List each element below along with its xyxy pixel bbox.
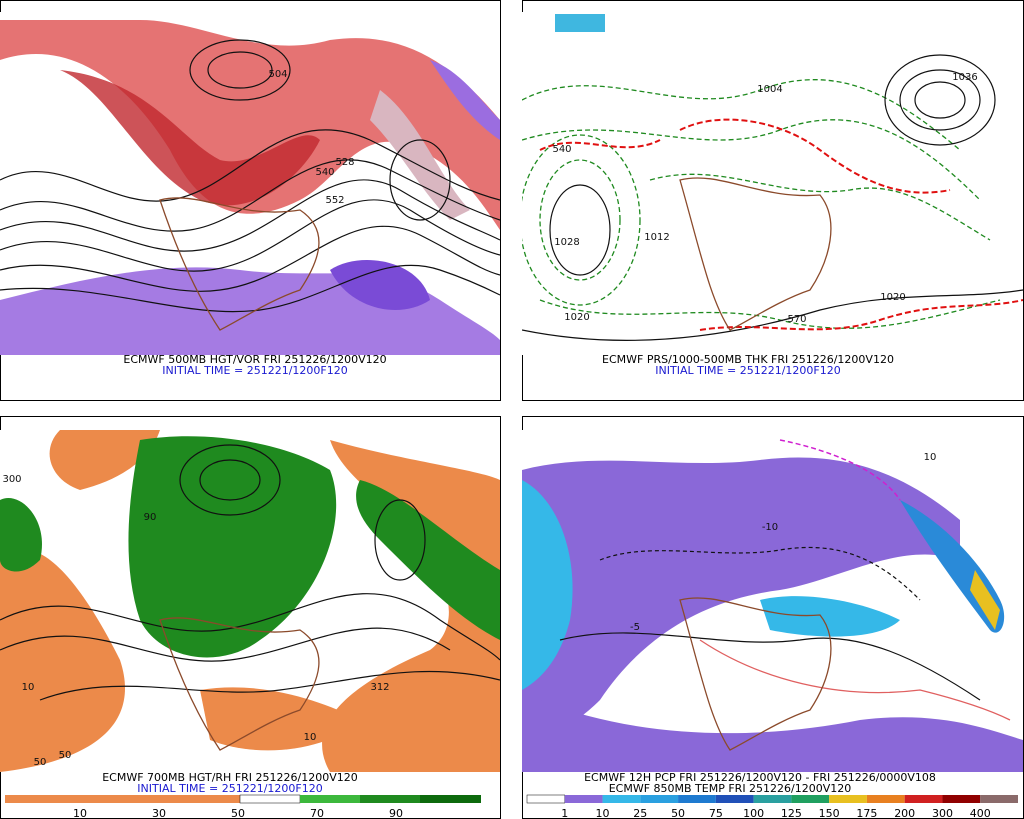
colorbar-label: 70	[310, 807, 324, 819]
colorbar-label: 175	[856, 807, 877, 819]
colorbar-label: 1	[561, 807, 568, 819]
contour-label: 300	[2, 474, 21, 485]
map-mslp-thickness	[522, 12, 1023, 355]
colorbar-segment	[526, 794, 566, 804]
colorbar-segment	[602, 795, 641, 803]
contour-label: -5	[630, 622, 640, 633]
contour-label: 50	[34, 757, 47, 768]
panel-initial-time: INITIAL TIME = 251221/1200F120	[137, 782, 322, 795]
contour-label: 1036	[952, 72, 977, 83]
contour-label: 10	[924, 452, 937, 463]
colorbar-label: 75	[709, 807, 723, 819]
panel-caption: ECMWF PRS/1000-500MB THK FRI 251226/1200…	[602, 353, 894, 366]
map-700mb	[0, 430, 500, 772]
colorbar-segment	[753, 795, 792, 803]
contour-label: 10	[304, 732, 317, 743]
contour-label: 570	[787, 314, 806, 325]
colorbar-label: 50	[671, 807, 685, 819]
colorbar-label: 150	[819, 807, 840, 819]
colorbar-label: 200	[894, 807, 915, 819]
colorbar-segment	[678, 795, 716, 803]
map-precip	[522, 430, 1023, 772]
contour-label: 528	[335, 157, 354, 168]
contour-label: 1028	[554, 237, 579, 248]
colorbar-segment	[640, 795, 679, 803]
panel-caption-2: ECMWF 850MB TEMP FRI 251226/1200V120	[609, 782, 852, 795]
colorbar-segment	[866, 795, 905, 803]
contour-label: 312	[370, 682, 389, 693]
colorbar-label: 50	[231, 807, 245, 819]
panel-caption: ECMWF 12H PCP FRI 251226/1200V120 - FRI …	[584, 771, 936, 784]
contour-label: 50	[59, 750, 72, 761]
colorbar-label: 30	[152, 807, 166, 819]
colorbar-label: 400	[970, 807, 991, 819]
contour-label: 1020	[880, 292, 905, 303]
contour-label: 540	[315, 167, 334, 178]
colorbar-segment	[980, 795, 1018, 803]
panel-caption: ECMWF 700MB HGT/RH FRI 251226/1200V120	[102, 771, 358, 784]
colorbar-segment	[715, 795, 754, 803]
panel-caption: ECMWF 500MB HGT/VOR FRI 251226/1200V120	[123, 353, 386, 366]
colorbar-segment	[904, 795, 943, 803]
colorbar-label: 10	[596, 807, 610, 819]
contour-label: 552	[325, 195, 344, 206]
contour-label: 1004	[757, 84, 782, 95]
colorbar-label: 100	[743, 807, 764, 819]
colorbar-segment	[829, 795, 867, 803]
map-500mb	[0, 12, 500, 355]
colorbar-label: 300	[932, 807, 953, 819]
colorbar-label: 25	[633, 807, 647, 819]
colorbar-label: 90	[389, 807, 403, 819]
colorbar-label: 10	[73, 807, 87, 819]
contour-label: 90	[144, 512, 157, 523]
contour-label: 504	[268, 69, 287, 80]
panel-initial-time: INITIAL TIME = 251221/1200F120	[162, 364, 347, 377]
contour-label: 540	[552, 144, 571, 155]
rh-colorbar	[5, 794, 481, 804]
pcp-colorbar	[526, 794, 1018, 804]
panel-initial-time: INITIAL TIME = 251221/1200F120	[655, 364, 840, 377]
contour-label: 10	[22, 682, 35, 693]
contour-label: -10	[762, 522, 778, 533]
colorbar-segment	[942, 795, 981, 803]
contour-label: 1020	[564, 312, 589, 323]
contour-label: 1012	[644, 232, 669, 243]
colorbar-label: 125	[781, 807, 802, 819]
colorbar-segment	[564, 795, 603, 803]
colorbar-segment	[791, 795, 830, 803]
